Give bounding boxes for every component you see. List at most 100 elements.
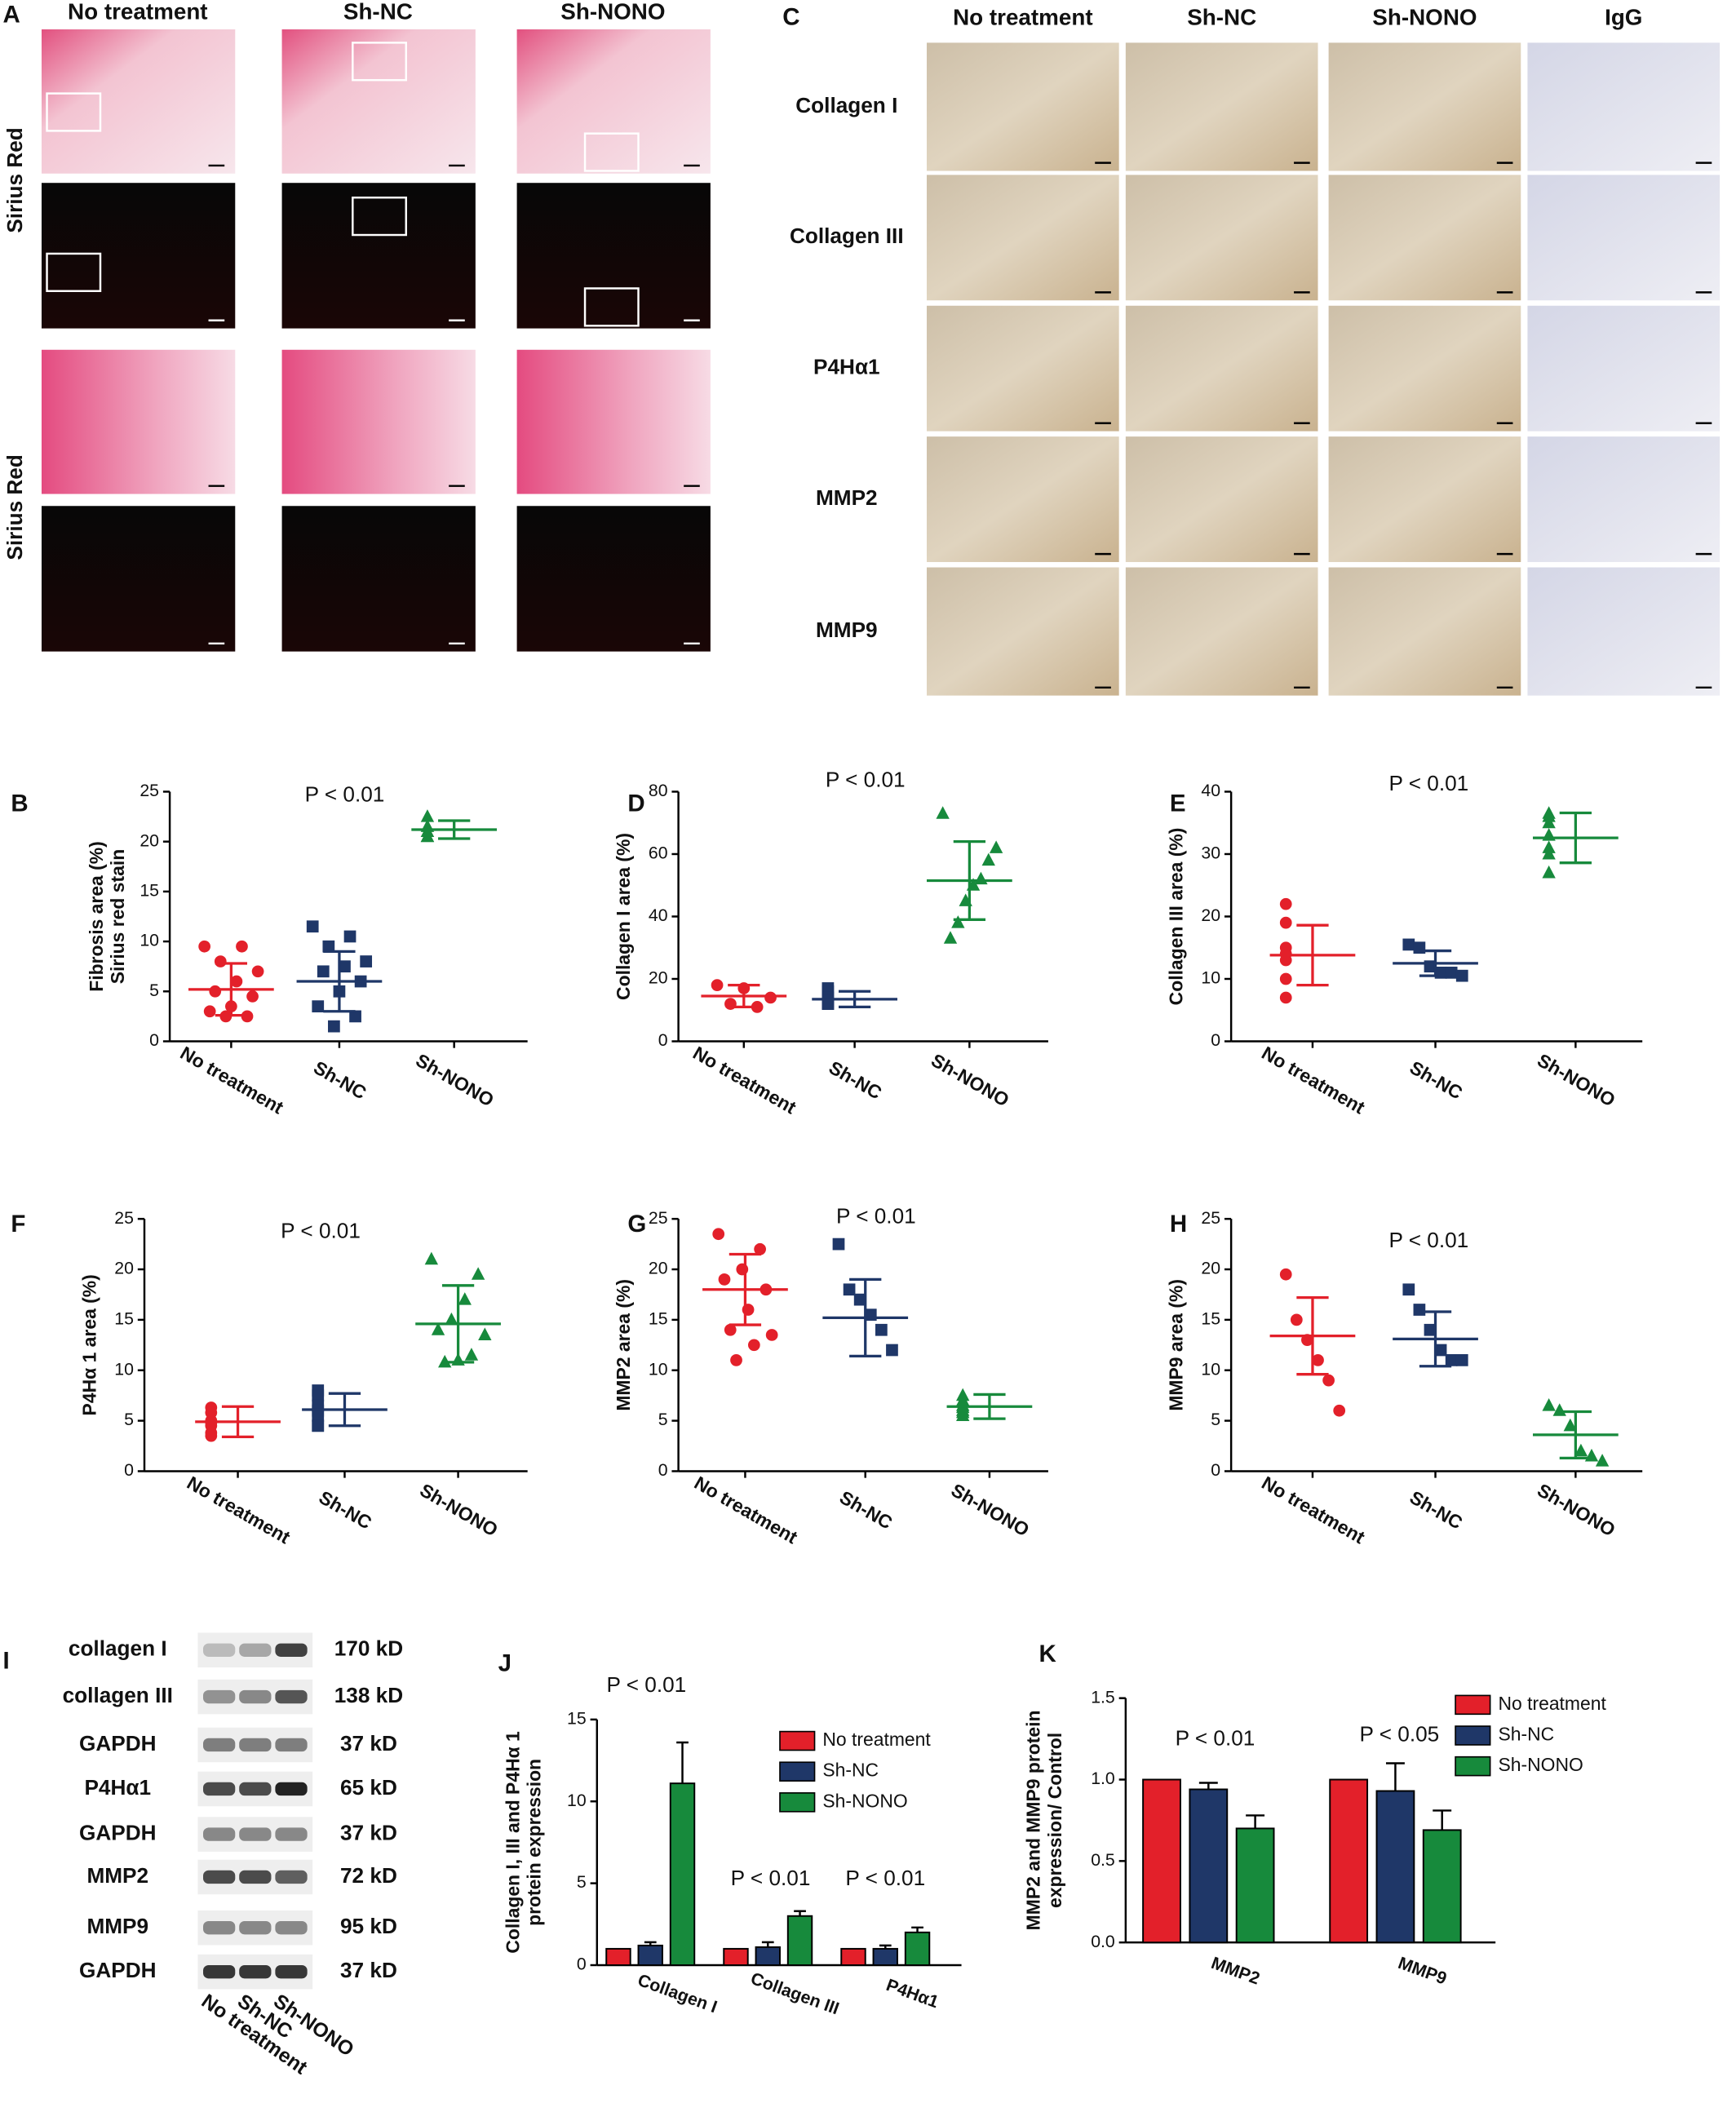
blot-band	[239, 1964, 272, 1979]
data-point	[198, 940, 211, 953]
data-point	[981, 852, 995, 866]
y-tick-label: 25	[1201, 1208, 1220, 1228]
y-tick-label: 10	[140, 931, 159, 950]
y-tick-label: 5	[124, 1410, 134, 1429]
y-axis-label: MMP9 area (%)	[1166, 1279, 1187, 1411]
annotation: P < 0.01	[1176, 1725, 1256, 1750]
data-point	[306, 920, 319, 933]
data-point	[974, 871, 988, 885]
data-point	[1542, 846, 1556, 860]
data-point	[875, 1323, 888, 1336]
data-point	[360, 955, 373, 967]
data-point	[718, 1273, 731, 1286]
x-tick-label: Collagen I	[636, 1970, 720, 2017]
data-point	[1542, 865, 1556, 879]
data-point	[1333, 1404, 1346, 1417]
data-point	[1563, 1418, 1578, 1432]
panel-label: K	[1038, 1640, 1056, 1667]
y-axis-label: expression/ Control	[1044, 1733, 1065, 1908]
bar	[723, 1947, 749, 1966]
data-point	[730, 1354, 742, 1366]
y-tick-label: 15	[567, 1708, 587, 1728]
panel-label: E	[1170, 790, 1186, 817]
y-tick-label: 0	[658, 1460, 668, 1480]
bar	[904, 1931, 931, 1966]
x-tick-label: MMP2	[1209, 1953, 1263, 1989]
legend-label: No treatment	[1498, 1693, 1606, 1714]
data-point	[724, 1323, 737, 1336]
data-point	[747, 1339, 760, 1352]
band-size: 65 kD	[340, 1775, 397, 1800]
y-tick-label: 80	[649, 781, 668, 800]
panel-label: C	[782, 4, 799, 31]
blot-band	[203, 1689, 236, 1704]
blot-band	[203, 1782, 236, 1796]
annotation: P < 0.01	[826, 767, 906, 791]
x-tick-label: Sh-NONO	[1534, 1049, 1619, 1110]
sd-bar	[728, 984, 760, 1009]
data-point	[832, 1238, 845, 1251]
y-tick-label: 10	[114, 1359, 134, 1379]
data-point	[989, 840, 1003, 853]
data-point	[246, 990, 259, 1003]
error-bar	[1385, 1762, 1405, 1791]
data-point	[1279, 897, 1292, 910]
micrograph	[1328, 175, 1521, 301]
y-tick-label: 5	[1211, 1410, 1220, 1429]
y-axis-label: P4Hα 1 area (%)	[79, 1274, 100, 1415]
column-header: No treatment	[953, 4, 1093, 29]
y-tick-label: 5	[577, 1872, 587, 1892]
y-tick-label: 40	[649, 905, 668, 925]
data-point	[214, 955, 227, 967]
blot-band	[275, 1870, 308, 1884]
y-tick-label: 20	[1201, 1259, 1220, 1278]
inset-box	[583, 287, 640, 327]
x-tick-label: MMP9	[1396, 1953, 1450, 1989]
blot-band	[203, 1870, 236, 1884]
blot-band	[203, 1643, 236, 1657]
annotation: P < 0.01	[305, 781, 385, 806]
sd-bar	[1559, 1410, 1592, 1460]
y-axis-label: Collagen I, III and P4Hα 1	[502, 1731, 523, 1954]
data-point	[343, 930, 356, 943]
y-tick-label: 0	[1211, 1460, 1220, 1480]
error-bar	[1198, 1782, 1218, 1790]
data-point	[853, 1293, 866, 1306]
y-tick-label: 15	[140, 881, 159, 901]
data-point	[420, 809, 435, 822]
column-header: No treatment	[68, 0, 208, 24]
x-tick-label: Sh-NC	[826, 1056, 886, 1104]
data-point	[1542, 1398, 1556, 1411]
inset-box	[46, 252, 102, 292]
y-tick-label: 15	[649, 1309, 668, 1329]
row-label: Collagen I	[795, 93, 897, 117]
micrograph	[1527, 305, 1720, 432]
micrograph	[927, 175, 1119, 301]
row-label: Sirius Red	[2, 454, 27, 560]
band-size: 95 kD	[340, 1914, 397, 1938]
data-point	[445, 1312, 458, 1326]
data-point	[322, 940, 335, 953]
bar	[872, 1947, 898, 1966]
micrograph	[1328, 567, 1521, 696]
annotation: P < 0.01	[836, 1203, 916, 1228]
sd-bar	[1559, 811, 1592, 865]
legend-label: No treatment	[822, 1729, 931, 1750]
sd-bar	[1296, 923, 1329, 987]
panel-label: B	[11, 790, 28, 817]
micrograph	[281, 349, 476, 494]
y-tick-label: 20	[114, 1259, 134, 1278]
protein-name: GAPDH	[79, 1731, 157, 1756]
legend-swatch	[779, 1730, 816, 1751]
x-tick-label: No treatment	[184, 1472, 294, 1547]
data-point	[1279, 1268, 1292, 1281]
y-axis-label: Sirius red stain	[107, 849, 128, 985]
row-label: MMP9	[816, 618, 878, 642]
x-tick-label: Sh-NONO	[416, 1479, 501, 1540]
micrograph	[1328, 436, 1521, 562]
error-bar	[911, 1926, 923, 1933]
x-tick-label: Sh-NONO	[1534, 1479, 1619, 1540]
micrograph	[281, 506, 476, 652]
annotation: P < 0.01	[845, 1866, 925, 1890]
